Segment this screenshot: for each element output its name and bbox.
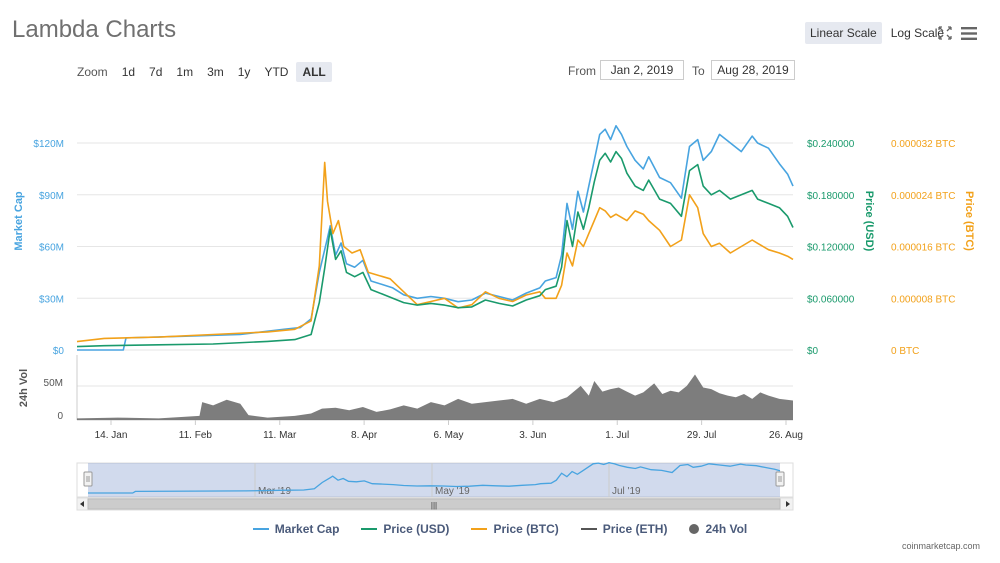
from-date-input[interactable]: Jan 2, 2019 (600, 60, 684, 80)
price-usd-tick-label: $0.120000 (807, 243, 855, 254)
price-usd-axis-title: Price (USD) (863, 191, 875, 252)
zoom-7d-button[interactable]: 7d (149, 65, 163, 79)
navigator-handle[interactable] (775, 471, 785, 487)
vol-axis-title: 24h Vol (18, 369, 30, 407)
chart-title: Lambda Charts (12, 16, 177, 43)
log-scale-button[interactable]: Log Scale (890, 26, 945, 40)
price-btc-tick-label: 0.000008 BTC (891, 294, 956, 305)
x-tick-label: 11. Mar (263, 430, 297, 441)
navigator-series (88, 462, 781, 494)
hamburger-menu-icon[interactable] (961, 27, 977, 40)
market-cap-axis-title: Market Cap (13, 191, 25, 251)
x-tick-label: 29. Jul (687, 430, 716, 441)
price-usd-series (76, 150, 794, 348)
scale-toggle: Linear Scale Log Scale (805, 22, 949, 44)
market-cap-series (77, 125, 794, 351)
legend-swatch (471, 528, 488, 530)
legend-label: Price (USD) (383, 522, 450, 536)
price-usd-tick-label: $0 (807, 346, 819, 357)
navigator-handle[interactable] (83, 471, 93, 487)
chart-legend: Market Cap Price (USD) Price (BTC) Price… (0, 522, 1000, 536)
x-tick-label: 26. Aug (769, 430, 803, 441)
x-tick-label: 11. Feb (179, 430, 213, 441)
market-cap-tick-label: $0 (53, 346, 65, 357)
market-cap-tick-label: $90M (39, 191, 64, 202)
legend-item-price-eth[interactable]: Price (ETH) (580, 522, 668, 536)
market-cap-tick-label: $60M (39, 243, 64, 254)
legend-swatch (361, 528, 378, 530)
scrollbar-grip: ||| (431, 501, 437, 510)
price-usd-tick-label: $0.180000 (807, 191, 855, 202)
x-tick-label: 1. Jul (605, 430, 629, 441)
x-tick-label: 6. May (433, 430, 463, 441)
legend-label: 24h Vol (705, 522, 748, 536)
legend-item-price-usd[interactable]: Price (USD) (361, 522, 449, 536)
price-usd-tick-label: $0.240000 (807, 139, 855, 150)
navigator-label: May '19 (435, 486, 470, 497)
navigator-label: Jul '19 (612, 486, 641, 497)
market-cap-tick-label: $30M (39, 294, 64, 305)
chart-canvas: $0 $30M $60M $90M $120M $0 $0.060000 $0.120000 $… (13, 125, 975, 511)
price-btc-tick-label: 0 BTC (891, 346, 919, 357)
price-btc-series (76, 161, 794, 343)
vol-tick-label: 0 (57, 411, 63, 422)
linear-scale-button[interactable]: Linear Scale (805, 22, 882, 44)
legend-item-24h-vol[interactable]: 24h Vol (689, 522, 747, 536)
from-label: From (568, 64, 596, 78)
price-btc-axis-title: Price (BTC) (963, 191, 975, 251)
volume-series (77, 374, 793, 420)
legend-label: Market Cap (274, 522, 340, 536)
zoom-selector: Zoom 1d 7d 1m 3m 1y YTD ALL (77, 62, 332, 82)
zoom-all-button[interactable]: ALL (296, 62, 332, 82)
fullscreen-icon[interactable] (938, 26, 952, 40)
price-btc-tick-label: 0.000016 BTC (891, 243, 956, 254)
zoom-1d-button[interactable]: 1d (121, 65, 136, 79)
navigator-label: Mar '19 (258, 486, 291, 497)
zoom-label: Zoom (77, 65, 108, 79)
price-btc-tick-label: 0.000032 BTC (891, 139, 956, 150)
legend-swatch (689, 524, 700, 534)
scrollbar-thumb[interactable] (87, 498, 781, 510)
legend-swatch (580, 528, 597, 530)
zoom-1y-button[interactable]: 1y (237, 65, 251, 79)
legend-label: Price (ETH) (602, 522, 668, 536)
zoom-ytd-button[interactable]: YTD (264, 65, 289, 79)
legend-label: Price (BTC) (493, 522, 559, 536)
zoom-1m-button[interactable]: 1m (176, 65, 194, 79)
scroll-left-arrow-icon[interactable] (80, 501, 84, 507)
credit-text: coinmarketcap.com (901, 541, 980, 551)
to-label: To (692, 64, 705, 78)
price-usd-tick-label: $0.060000 (807, 294, 855, 305)
legend-item-price-btc[interactable]: Price (BTC) (471, 522, 559, 536)
zoom-3m-button[interactable]: 3m (207, 65, 224, 79)
to-date-input[interactable]: Aug 28, 2019 (711, 60, 795, 80)
x-tick-label: 3. Jun (519, 430, 546, 441)
legend-item-market-cap[interactable]: Market Cap (252, 522, 340, 536)
price-btc-tick-label: 0.000024 BTC (891, 191, 956, 202)
legend-swatch (252, 528, 269, 530)
scroll-right-arrow-icon[interactable] (786, 501, 790, 507)
market-cap-tick-label: $120M (33, 139, 64, 150)
vol-tick-label: 50M (44, 378, 63, 389)
x-tick-label: 8. Apr (351, 430, 378, 441)
x-tick-label: 14. Jan (95, 430, 128, 441)
